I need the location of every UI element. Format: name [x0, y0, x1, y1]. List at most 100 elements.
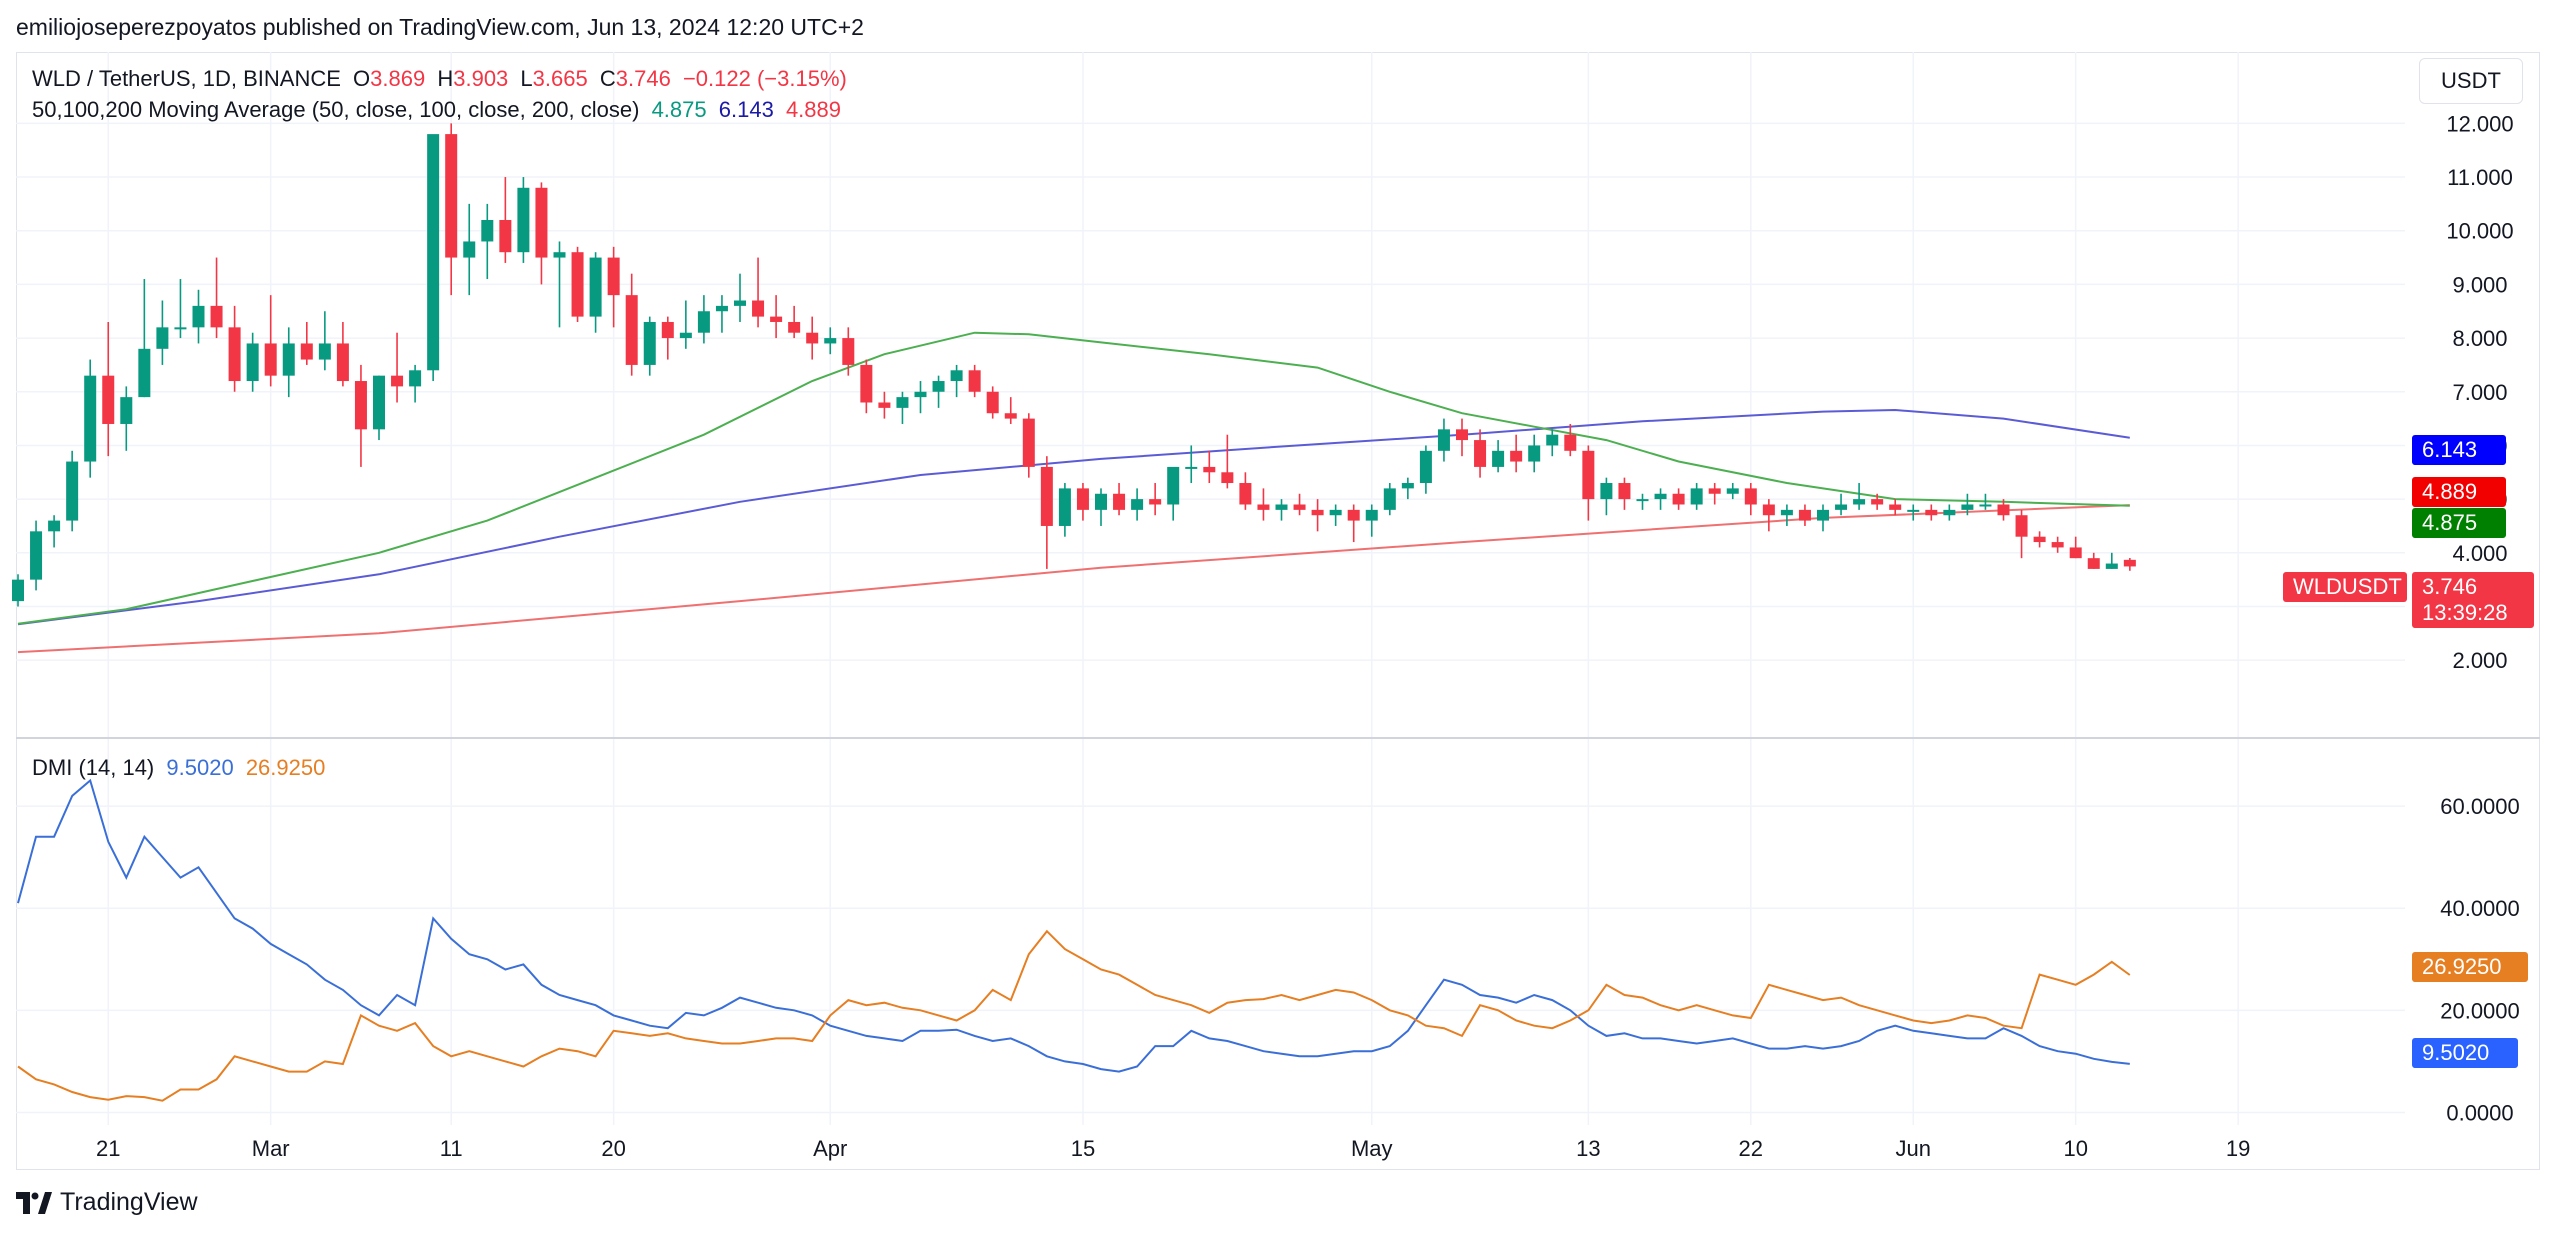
- candle-body: [300, 343, 313, 360]
- candle: [950, 364, 963, 398]
- candle-body: [1618, 483, 1631, 500]
- candle-body: [1672, 493, 1685, 505]
- candle-body: [228, 327, 241, 382]
- candle: [1925, 504, 1938, 521]
- footer-brand[interactable]: TradingView: [16, 1188, 198, 1217]
- candle-body: [1095, 493, 1107, 510]
- chart-frame[interactable]: [16, 52, 2540, 1170]
- candle-body: [336, 343, 349, 382]
- candle: [1546, 429, 1559, 457]
- candle: [1907, 504, 1920, 521]
- ma100-value: 6.143: [718, 97, 774, 122]
- candle-body: [770, 316, 783, 322]
- ma-legend: 50,100,200 Moving Average (50, close, 10…: [32, 97, 847, 123]
- candle: [481, 203, 494, 280]
- candle-body: [1907, 509, 1920, 512]
- candle-body: [1871, 499, 1884, 505]
- candle: [1600, 477, 1613, 516]
- candle-body: [318, 343, 331, 360]
- candle: [156, 300, 169, 365]
- candle-body: [499, 219, 512, 253]
- candle: [1149, 483, 1162, 516]
- candle: [2123, 558, 2136, 571]
- candle: [806, 316, 819, 360]
- candle-body: [661, 321, 674, 339]
- candle: [860, 359, 873, 414]
- candle-body: [806, 332, 819, 344]
- candle: [12, 574, 24, 607]
- currency-button[interactable]: USDT: [2419, 58, 2523, 104]
- x-tick-label: 19: [2226, 1136, 2250, 1161]
- candle: [1853, 483, 1866, 510]
- candle: [715, 295, 728, 333]
- candle-body: [1167, 466, 1180, 505]
- candle: [1708, 483, 1721, 505]
- candle: [1022, 413, 1035, 478]
- candle-body: [571, 252, 584, 317]
- candle-body: [589, 257, 602, 317]
- x-tick-label: 22: [1739, 1136, 1763, 1161]
- symbol-label[interactable]: WLD / TetherUS, 1D, BINANCE: [32, 66, 341, 91]
- high-value: 3.903: [453, 66, 509, 91]
- candle-body: [12, 579, 24, 602]
- candle-body: [1889, 504, 1902, 510]
- low-value: 3.665: [532, 66, 588, 91]
- candle-body: [643, 321, 656, 365]
- candle-body: [264, 343, 277, 376]
- candle: [1762, 499, 1775, 532]
- candle: [192, 289, 205, 344]
- candle-body: [1275, 504, 1288, 510]
- candle: [1871, 493, 1884, 510]
- candle: [445, 123, 458, 296]
- candle-body: [517, 187, 530, 253]
- candle-body: [84, 375, 97, 462]
- candle: [1817, 504, 1829, 532]
- dmi-y-tick-label: 20.0000: [2440, 998, 2520, 1023]
- open-label: O: [353, 66, 371, 91]
- candle: [625, 273, 638, 376]
- low-label: L: [520, 66, 533, 91]
- candle: [1979, 493, 1992, 510]
- candle: [1076, 483, 1089, 521]
- candle-body: [1401, 483, 1414, 489]
- candle: [463, 203, 476, 296]
- candle-body: [896, 397, 909, 408]
- candle-body: [1997, 504, 2010, 516]
- candle-body: [1058, 488, 1071, 526]
- candle: [1726, 483, 1739, 500]
- y-tick-label: 11.000: [2447, 165, 2513, 190]
- change-value: −0.122 (−3.15%): [682, 66, 847, 91]
- candle: [752, 257, 765, 328]
- candle: [228, 305, 241, 392]
- dmi-y-tick-label: 0.0000: [2446, 1100, 2513, 1125]
- candle: [1780, 504, 1793, 526]
- candle: [1654, 488, 1667, 510]
- candle: [282, 327, 295, 398]
- candle: [2087, 552, 2100, 569]
- ma200-value: 4.889: [785, 97, 841, 122]
- candle: [84, 359, 97, 478]
- candle: [589, 252, 602, 333]
- dmi-title[interactable]: DMI (14, 14): [32, 755, 155, 780]
- candle-body: [1022, 418, 1035, 467]
- candle: [2015, 509, 2028, 559]
- candle: [842, 327, 855, 376]
- candle: [1492, 440, 1505, 473]
- candle: [336, 321, 349, 387]
- candle: [535, 182, 548, 285]
- candle: [1419, 445, 1432, 494]
- candle-body: [752, 300, 765, 317]
- candle-body: [1564, 434, 1577, 451]
- dmi-plus-tag: 9.5020: [2412, 1038, 2518, 1068]
- candle-body: [1961, 504, 1974, 510]
- ma-title[interactable]: 50,100,200 Moving Average (50, close, 10…: [32, 97, 640, 122]
- candle-body: [625, 295, 638, 365]
- price-legend: WLD / TetherUS, 1D, BINANCE O3.869 H3.90…: [32, 66, 853, 92]
- candle: [788, 305, 801, 339]
- ma100-price-tag: 6.143: [2412, 435, 2506, 465]
- y-tick-label: 7.000: [2452, 380, 2507, 405]
- candle-body: [1293, 504, 1306, 510]
- candle: [2033, 531, 2046, 548]
- candle-body: [2069, 547, 2082, 559]
